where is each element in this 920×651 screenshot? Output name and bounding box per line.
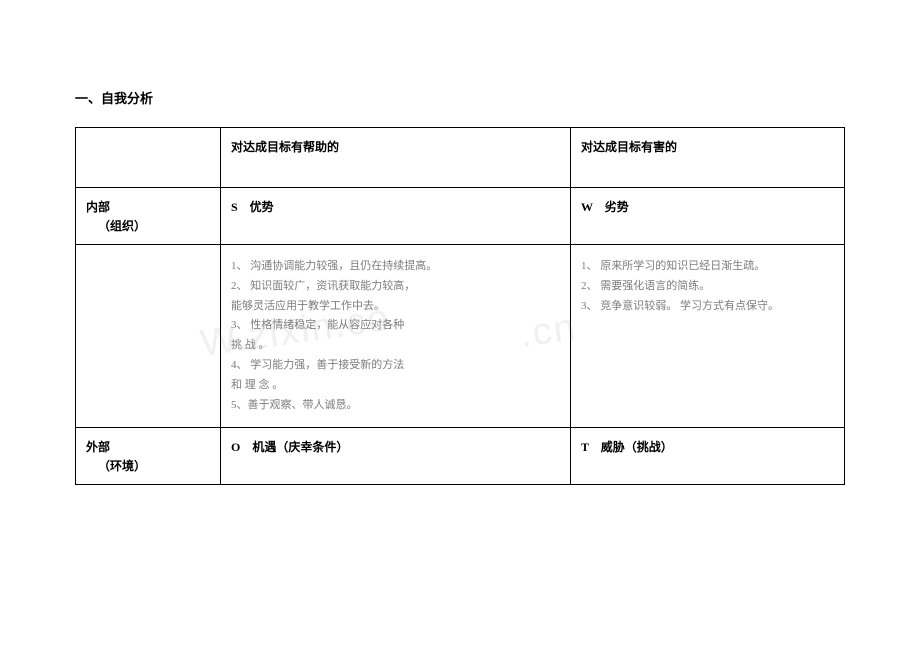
internal-label-line1: 内部 [86, 200, 110, 214]
table-header-row: 对达成目标有帮助的 对达成目标有害的 [76, 128, 845, 188]
external-label-line2: （环境） [86, 457, 210, 474]
weaknesses-content-cell: 1、 原来所学习的知识已经日渐生疏。 2、 需要强化语言的简练。 3、 竞争意识… [571, 245, 845, 428]
internal-label-line2: （组织） [86, 217, 210, 234]
external-label-cell: 外部 （环境） [76, 428, 221, 485]
header-harmful-cell: 对达成目标有害的 [571, 128, 845, 188]
strengths-content-text: 1、 沟通协调能力较强，且仍在持续提高。 2、 知识面较广，资讯获取能力较高， … [231, 260, 437, 411]
opportunities-header-cell: O 机遇（庆幸条件） [221, 428, 571, 485]
weaknesses-header-cell: W 劣势 [571, 188, 845, 245]
strengths-content-cell: 1、 沟通协调能力较强，且仍在持续提高。 2、 知识面较广，资讯获取能力较高， … [221, 245, 571, 428]
weaknesses-content-text: 1、 原来所学习的知识已经日渐生疏。 2、 需要强化语言的简练。 3、 竞争意识… [581, 260, 779, 312]
header-helpful-cell: 对达成目标有帮助的 [221, 128, 571, 188]
threats-header-cell: T 威胁（挑战） [571, 428, 845, 485]
section-title: 一、自我分析 [75, 88, 845, 107]
external-label-line1: 外部 [86, 440, 110, 454]
document-container: 一、自我分析 对达成目标有帮助的 对达成目标有害的 内部 （组织） S 优势 W… [0, 0, 920, 485]
external-category-row: 外部 （环境） O 机遇（庆幸条件） T 威胁（挑战） [76, 428, 845, 485]
internal-category-row: 内部 （组织） S 优势 W 劣势 [76, 188, 845, 245]
swot-table: 对达成目标有帮助的 对达成目标有害的 内部 （组织） S 优势 W 劣势 1、 … [75, 127, 845, 485]
strengths-header-cell: S 优势 [221, 188, 571, 245]
header-empty-cell [76, 128, 221, 188]
internal-content-empty-cell [76, 245, 221, 428]
internal-label-cell: 内部 （组织） [76, 188, 221, 245]
internal-content-row: 1、 沟通协调能力较强，且仍在持续提高。 2、 知识面较广，资讯获取能力较高， … [76, 245, 845, 428]
